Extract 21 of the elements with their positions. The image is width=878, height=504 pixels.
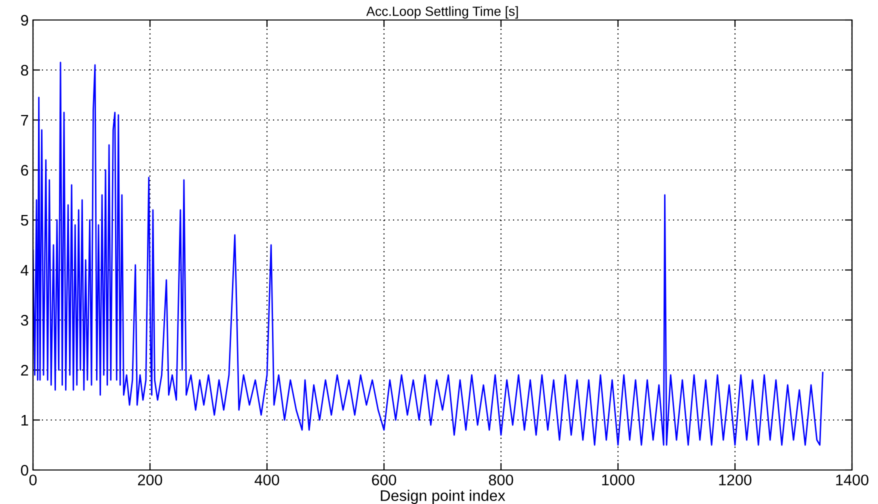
y-tick-label: 4	[20, 265, 28, 276]
x-tick-label: 800	[488, 474, 514, 486]
x-tick-label: 200	[138, 474, 162, 486]
x-tick-label: 1200	[719, 474, 752, 486]
line-series	[33, 62, 824, 446]
y-tick-label: 1	[22, 415, 28, 426]
x-tick-label: 400	[254, 474, 280, 486]
y-tick-label: 2	[21, 364, 28, 376]
x-tick-label: 1400	[836, 474, 868, 486]
x-tick-label: 1000	[602, 474, 634, 486]
y-tick-label: 0	[20, 464, 28, 476]
y-tick-label: 8	[21, 64, 28, 76]
y-tick-label: 7	[21, 115, 28, 126]
chart-title: Acc.Loop Settling Time [s]	[366, 6, 518, 19]
y-tick-label: 5	[20, 215, 28, 226]
y-tick-label: 6	[21, 164, 28, 176]
y-tick-label: 9	[21, 14, 28, 26]
x-tick-label: 0	[29, 474, 37, 486]
y-tick-label: 3	[20, 314, 28, 326]
x-tick-label: 600	[372, 474, 396, 486]
x-axis-title: Design point index	[380, 490, 506, 504]
